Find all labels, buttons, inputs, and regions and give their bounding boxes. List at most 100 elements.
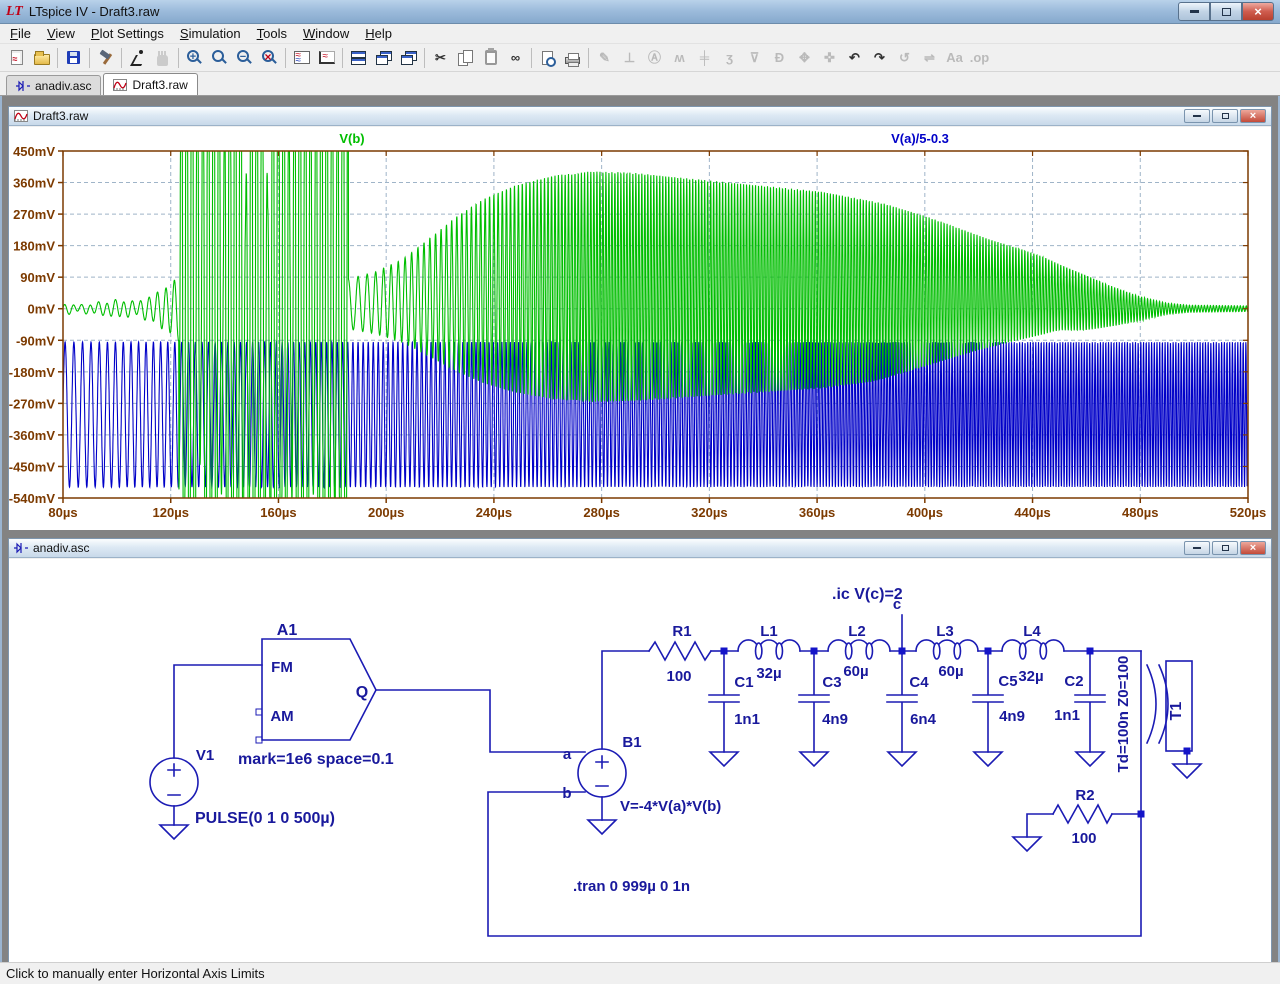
label-R1[interactable]: R1 [672, 623, 691, 640]
label-C4[interactable]: C4 [909, 674, 929, 691]
new-schematic-button[interactable] [4, 46, 29, 69]
menu-view[interactable]: View [46, 26, 75, 41]
zoom-back-button[interactable]: × [257, 46, 282, 69]
label-R2-value[interactable]: 100 [1071, 830, 1096, 847]
text-button[interactable]: Aa [942, 46, 967, 69]
redo-button[interactable]: ↷ [867, 46, 892, 69]
place-capacitor-button[interactable]: ╪ [692, 46, 717, 69]
menu-help[interactable]: Help [365, 26, 392, 41]
print-preview-button[interactable] [535, 46, 560, 69]
label-L2[interactable]: L2 [848, 623, 866, 640]
restore-button[interactable] [1210, 2, 1242, 21]
label-T1[interactable]: T1 [1168, 702, 1185, 721]
component-V1-source[interactable] [149, 757, 199, 807]
place-component-button[interactable]: Ð [767, 46, 792, 69]
zoom-extents-button[interactable] [207, 46, 232, 69]
label-V1[interactable]: V1 [196, 747, 214, 764]
waveform-maximize-button[interactable] [1212, 109, 1238, 123]
component-R2-resistor[interactable] [1011, 803, 1142, 853]
control-panel-button[interactable] [93, 46, 118, 69]
component-T1-tline[interactable] [1145, 660, 1203, 780]
trace-label-vb[interactable]: V(b) [339, 131, 364, 146]
label-ic-directive[interactable]: .ic V(c)=2 [832, 586, 903, 603]
component-C3-capacitor[interactable] [798, 650, 830, 768]
label-tran-directive[interactable]: .tran 0 999µ 0 1n [573, 878, 690, 895]
place-net-label-button[interactable]: Ⓐ [642, 46, 667, 69]
schematic-pane[interactable]: A1 FM AM Q mark=1e6 space=0.1 V1 PULSE(0… [9, 559, 1271, 962]
mirror-button[interactable]: ⇌ [917, 46, 942, 69]
label-C4-value[interactable]: 6n4 [910, 711, 937, 728]
cut-button[interactable]: ✂ [428, 46, 453, 69]
menu-file[interactable]: File [10, 26, 31, 41]
status-bar[interactable]: Click to manually enter Horizontal Axis … [0, 962, 1280, 984]
component-L1-inductor[interactable] [737, 639, 801, 660]
label-L4-value[interactable]: 32µ [1018, 668, 1043, 685]
component-A1-modulator[interactable] [255, 638, 377, 744]
label-L3[interactable]: L3 [936, 623, 954, 640]
waveform-minimize-button[interactable] [1184, 109, 1210, 123]
waveform-window[interactable]: Draft3.raw × 450mV 360mV 270mV 180mV 90mV 0mV… [8, 106, 1272, 530]
wire-b1-top[interactable] [601, 650, 650, 750]
component-L2-inductor[interactable] [827, 639, 891, 660]
label-L2-value[interactable]: 60µ [843, 663, 868, 680]
label-C2-value[interactable]: 1n1 [1054, 707, 1080, 724]
label-C5[interactable]: C5 [998, 673, 1017, 690]
move-button[interactable]: ✥ [792, 46, 817, 69]
print-button[interactable] [560, 46, 585, 69]
schematic-minimize-button[interactable] [1184, 541, 1210, 555]
run-button[interactable] [125, 46, 150, 69]
menu-tools[interactable]: Tools [256, 26, 287, 41]
label-L1[interactable]: L1 [760, 623, 778, 640]
label-mod-params[interactable]: mark=1e6 space=0.1 [238, 751, 394, 768]
component-C4-capacitor[interactable] [886, 650, 918, 768]
zoom-out-button[interactable]: − [232, 46, 257, 69]
label-L1-value[interactable]: 32µ [756, 665, 781, 682]
label-C1-value[interactable]: 1n1 [734, 711, 760, 728]
waveform-window-title-bar[interactable]: Draft3.raw × [9, 107, 1271, 126]
label-T1-value[interactable]: Td=100n Z0=100 [1115, 656, 1132, 773]
label-L3-value[interactable]: 60µ [938, 663, 963, 680]
label-C5-value[interactable]: 4n9 [999, 708, 1025, 725]
label-C3[interactable]: C3 [822, 674, 841, 691]
component-L4-inductor[interactable] [1001, 639, 1065, 660]
label-R2[interactable]: R2 [1075, 787, 1094, 804]
label-C2[interactable]: C2 [1064, 673, 1083, 690]
tab-draft3-raw[interactable]: Draft3.raw [103, 73, 198, 95]
label-L4[interactable]: L4 [1023, 623, 1041, 640]
label-V1-value[interactable]: PULSE(0 1 0 500µ) [195, 810, 335, 827]
zoom-in-button[interactable]: + [182, 46, 207, 69]
schematic-maximize-button[interactable] [1212, 541, 1238, 555]
plot-settings-button[interactable] [314, 46, 339, 69]
label-B1-value[interactable]: V=-4*V(a)*V(b) [620, 798, 721, 815]
label-B1[interactable]: B1 [622, 734, 641, 751]
waveform-pane[interactable]: 450mV 360mV 270mV 180mV 90mV 0mV -90mV -180mV -2… [9, 127, 1271, 530]
minimize-button[interactable] [1178, 2, 1210, 21]
trace-label-va[interactable]: V(a)/5-0.3 [891, 131, 949, 146]
place-inductor-button[interactable]: ʒ [717, 46, 742, 69]
main-title-bar[interactable]: LT LTspice IV - Draft3.raw × [0, 0, 1280, 24]
component-R1-resistor[interactable] [647, 640, 725, 662]
place-ground-button[interactable]: ⊥ [617, 46, 642, 69]
schematic-canvas[interactable]: A1 FM AM Q mark=1e6 space=0.1 V1 PULSE(0… [9, 559, 1271, 962]
wire-q-to-a[interactable] [375, 689, 586, 753]
wire-b-loop[interactable] [487, 650, 1142, 937]
save-button[interactable] [61, 46, 86, 69]
open-button[interactable] [29, 46, 54, 69]
waveform-close-button[interactable]: × [1240, 109, 1266, 123]
drag-button[interactable]: ✜ [817, 46, 842, 69]
tile-horizontally-button[interactable] [346, 46, 371, 69]
label-C3-value[interactable]: 4n9 [822, 711, 848, 728]
component-C1-capacitor[interactable] [708, 650, 740, 768]
find-button[interactable]: ∞ [503, 46, 528, 69]
tile-vertically-button[interactable] [371, 46, 396, 69]
component-L3-inductor[interactable] [915, 639, 979, 660]
cascade-windows-button[interactable] [396, 46, 421, 69]
wire-fm[interactable] [173, 664, 263, 759]
tab-anadiv-asc[interactable]: anadiv.asc [6, 75, 102, 95]
menu-simulation[interactable]: Simulation [179, 26, 241, 41]
rotate-button[interactable]: ↺ [892, 46, 917, 69]
component-C2-capacitor[interactable] [1074, 650, 1106, 768]
close-button[interactable]: × [1242, 2, 1274, 21]
schematic-close-button[interactable]: × [1240, 541, 1266, 555]
waveform-plot[interactable]: 450mV 360mV 270mV 180mV 90mV 0mV -90mV -180mV -2… [9, 127, 1271, 530]
